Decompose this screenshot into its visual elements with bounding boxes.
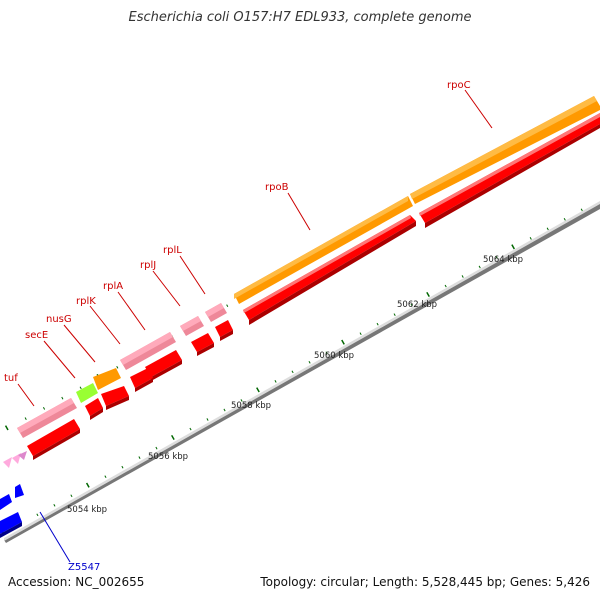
- tick-mark: [226, 304, 229, 308]
- small-pink-arrow: [12, 453, 21, 464]
- tick-mark: [116, 365, 119, 369]
- gene-labels: tuf secE nusG rplK rplA rplJ rplL rpoB r…: [4, 80, 471, 573]
- rplK-cds: [130, 368, 153, 388]
- tick-mark: [529, 237, 532, 240]
- tick-mark: [461, 275, 464, 278]
- tick-mark: [291, 370, 294, 374]
- scale-label: 5062 kbp: [397, 300, 437, 310]
- tick-mark: [138, 456, 141, 459]
- tick-mark: [359, 332, 362, 336]
- tick-mark: [155, 446, 158, 450]
- blue-arrow: [15, 484, 24, 498]
- Z5547-cds: [0, 494, 12, 510]
- rpoB-cds: [243, 215, 416, 320]
- gene-label-rpoC: rpoC: [447, 80, 471, 91]
- secE-feature: [76, 383, 98, 403]
- scale-label: 5058 kbp: [231, 401, 271, 411]
- tick-mark: [240, 399, 243, 402]
- tick-mark: [189, 427, 192, 431]
- tick-mark: [121, 465, 124, 469]
- scale-labels: 5054 kbp 5056 kbp 5058 kbp 5060 kbp 5062…: [67, 255, 523, 515]
- inner-tick-marks: [0, 208, 583, 536]
- tick-mark: [308, 360, 311, 364]
- gene-label-rplL: rplL: [163, 245, 182, 256]
- rplJ-cds: [191, 333, 214, 352]
- label-leaders: [17, 89, 493, 563]
- scale-label: 5056 kbp: [148, 452, 188, 462]
- secE-cds: [85, 398, 103, 416]
- accession-label: Accession: NC_002655: [8, 575, 145, 589]
- tick-mark: [104, 475, 107, 479]
- tick-mark: [393, 313, 396, 316]
- scale-label: 5060 kbp: [314, 351, 354, 361]
- tick-mark: [70, 494, 73, 498]
- tick-mark: [206, 418, 209, 421]
- tick-mark: [563, 217, 566, 221]
- tick-mark: [341, 339, 345, 345]
- tick-mark: [325, 351, 328, 355]
- map-title: Escherichia coli O157:H7 EDL933, complet…: [128, 10, 472, 25]
- upper-track: [17, 96, 600, 438]
- tick-mark: [478, 265, 481, 269]
- gene-label-rplJ: rplJ: [140, 260, 156, 271]
- scale-label: 5054 kbp: [67, 505, 107, 515]
- gene-label-rplK: rplK: [76, 296, 96, 307]
- tick-mark: [171, 434, 175, 441]
- gene-label-rpoB: rpoB: [265, 182, 289, 193]
- blue-gene-lower: [0, 512, 22, 534]
- tick-mark: [546, 227, 549, 231]
- tick-mark: [580, 208, 583, 212]
- tick-mark: [376, 322, 379, 326]
- tick-mark: [495, 256, 498, 259]
- small-pink-arrow: [18, 451, 27, 460]
- gene-label-rplA: rplA: [103, 281, 123, 292]
- rplA-cds: [145, 350, 182, 377]
- tick-mark: [79, 386, 82, 390]
- tick-mark: [444, 284, 447, 288]
- tuf-cds: [27, 419, 80, 456]
- gene-label-nusG: nusG: [46, 314, 72, 325]
- tick-mark: [4, 425, 9, 431]
- tick-mark: [274, 380, 277, 383]
- tick-mark: [42, 407, 46, 410]
- tick-mark: [53, 503, 56, 507]
- tick-mark: [61, 396, 64, 400]
- tick-mark: [223, 408, 226, 412]
- tick-mark: [36, 513, 39, 517]
- tick-mark: [410, 303, 413, 307]
- gene-label-Z5547: Z5547: [68, 562, 100, 573]
- nusG-feature: [93, 368, 121, 390]
- rplL-cds: [215, 320, 233, 337]
- gene-label-tuf: tuf: [4, 373, 18, 384]
- backbone: [4, 201, 600, 543]
- lower-track: [0, 113, 600, 538]
- tick-mark: [426, 291, 430, 298]
- tick-mark: [24, 417, 27, 420]
- nusG-cds: [101, 386, 129, 406]
- tick-mark: [256, 387, 260, 393]
- scale-label: 5064 kbp: [483, 255, 523, 265]
- gene-label-secE: secE: [25, 330, 48, 341]
- tick-mark: [85, 482, 90, 488]
- tick-mark: [511, 244, 515, 250]
- small-pink-arrow: [3, 457, 12, 468]
- genome-summary: Topology: circular; Length: 5,528,445 bp…: [260, 575, 590, 589]
